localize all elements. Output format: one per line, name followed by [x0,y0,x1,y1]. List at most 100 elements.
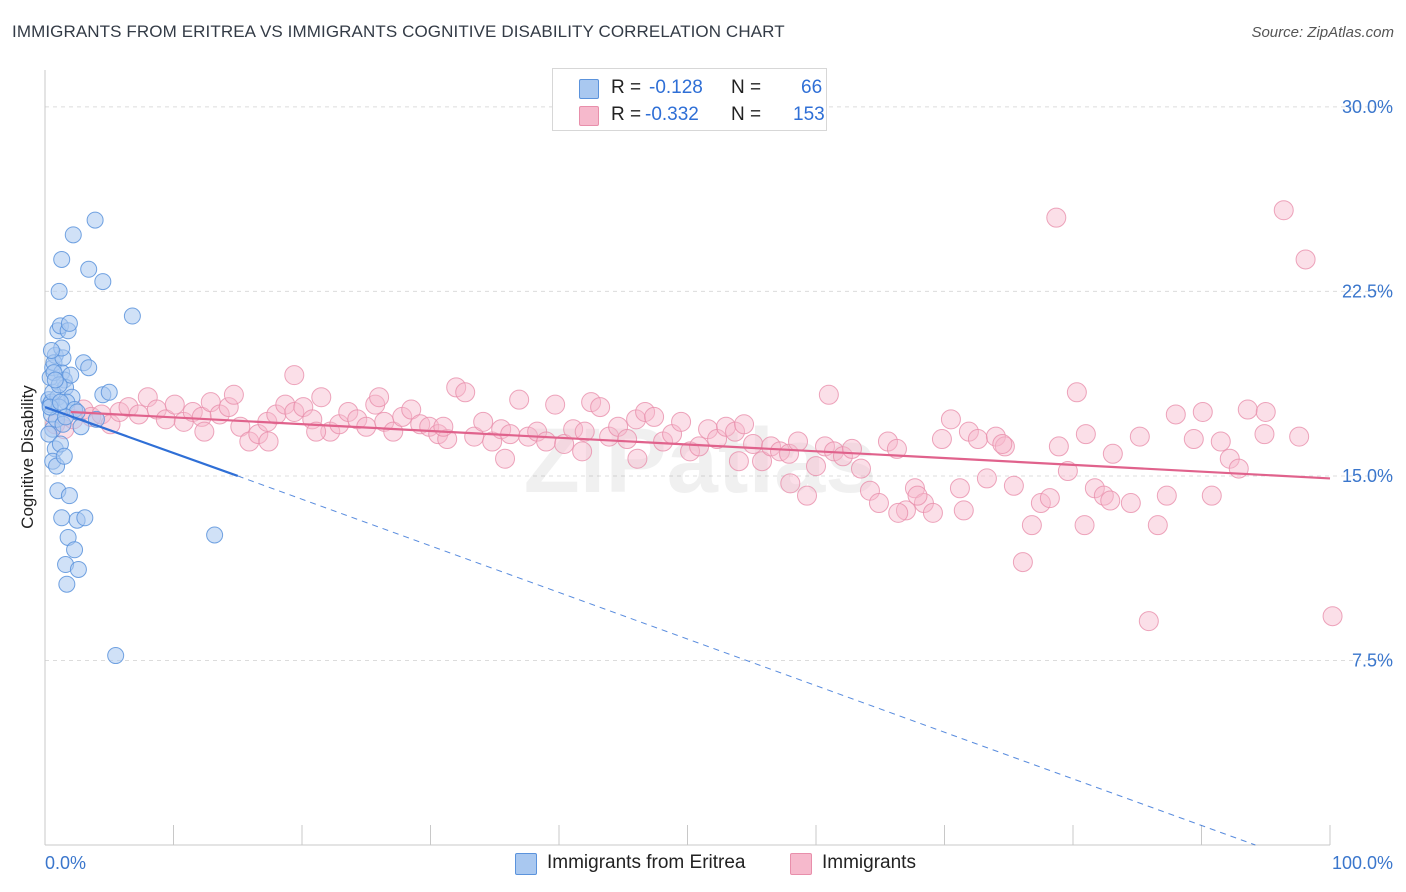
immigrants-point [1021,515,1042,536]
immigrants-point [967,429,988,450]
bottom-legend-label-eritrea: Immigrants from Eritrea [547,852,746,873]
immigrants-point [788,431,809,452]
immigrants-point [1165,404,1186,425]
immigrants-point [1289,426,1310,447]
eritrea-point [51,393,69,411]
eritrea-point [107,647,125,665]
eritrea-trend-line [44,406,239,477]
y-tick-label: 30.0% [1342,97,1393,117]
y-tick-label: 22.5% [1342,281,1393,301]
y-tick-label: 7.5% [1352,650,1393,670]
legend-n-value: 153 [793,104,825,125]
legend-r-value: -0.332 [645,104,699,125]
axes [44,70,1331,846]
eritrea-point [69,560,87,578]
immigrants-point [635,401,656,422]
immigrants-point [895,500,916,521]
immigrants-point [931,429,952,450]
immigrants-point [118,397,139,418]
bottom-legend-label-immigrants: Immigrants [822,852,916,873]
immigrants-point [536,431,557,452]
immigrants-point [1048,436,1069,457]
eritrea-point [76,509,94,527]
immigrants-point [1066,382,1087,403]
eritrea-point [72,418,90,436]
immigrants-point [617,429,638,450]
immigrants-point [680,441,701,462]
immigrants-trend-line [70,410,1331,480]
immigrants-point [1273,200,1294,221]
eritrea-point [60,314,78,332]
immigrants-point [1295,249,1316,270]
immigrants-point [258,431,279,452]
immigrants-point [728,451,749,472]
eritrea-point [42,341,60,359]
immigrants-point [223,384,244,405]
immigrants-point [671,411,692,432]
immigrants-point [369,387,390,408]
eritrea-point [123,307,141,325]
eritrea-point [80,260,98,278]
immigrants-point [743,433,764,454]
legend-swatch-eritrea [579,79,599,99]
immigrants-point [797,485,818,506]
immigrants-point [284,365,305,386]
immigrants-point [1075,424,1096,445]
immigrants-points [45,200,1343,632]
legend-n-label: N = [731,77,762,98]
immigrants-point [888,502,909,523]
immigrants-point [940,409,961,430]
eritrea-point [206,526,224,544]
immigrants-point [191,406,212,427]
immigrants-point [284,401,305,422]
immigrants-point [992,433,1013,454]
immigrants-point [1012,552,1033,573]
immigrants-point [1003,475,1024,496]
chart-title: IMMIGRANTS FROM ERITREA VS IMMIGRANTS CO… [12,22,785,41]
immigrants-point [1201,485,1222,506]
eritrea-point [64,226,82,244]
eritrea-points [40,211,224,665]
x-tick-label: 100.0% [1332,853,1393,873]
immigrants-point [581,392,602,413]
immigrants-point [383,421,404,442]
immigrants-point [1129,426,1150,447]
immigrants-point [572,441,593,462]
immigrants-point [734,414,755,435]
immigrants-point [1147,515,1168,536]
immigrants-point [1046,207,1067,228]
immigrants-point [994,436,1015,457]
immigrants-point [164,394,185,415]
legend-r-label: R = [611,77,642,98]
immigrants-point [1183,429,1204,450]
immigrants-point [433,416,454,437]
immigrants-point [904,478,925,499]
immigrants-point [806,456,826,477]
immigrants-point [627,448,648,469]
immigrants-point [1210,431,1231,452]
immigrants-point [886,438,907,459]
bottom-legend-swatch-eritrea [515,853,537,875]
legend-swatch-immigrants [579,106,599,126]
immigrants-point [716,416,737,437]
immigrants-point [868,493,889,514]
immigrants-point [545,394,566,415]
immigrants-point [1039,488,1060,509]
eritrea-point [62,366,80,384]
y-tick-label: 15.0% [1342,466,1393,486]
correlation-legend: R = -0.128 N = 66 R = -0.332 N = 153 [552,68,827,131]
immigrants-point [1237,399,1258,420]
immigrants-point [922,502,943,523]
bottom-legend-swatch-immigrants [790,853,812,875]
immigrants-point [590,397,611,418]
immigrants-point [1255,401,1276,422]
immigrants-point [976,468,997,489]
immigrants-point [495,448,516,469]
eritrea-point [50,282,68,300]
immigrants-point [761,436,782,457]
immigrants-point [1074,515,1095,536]
eritrea-point [53,509,71,527]
immigrants-point [907,485,928,506]
eritrea-point [60,487,78,505]
